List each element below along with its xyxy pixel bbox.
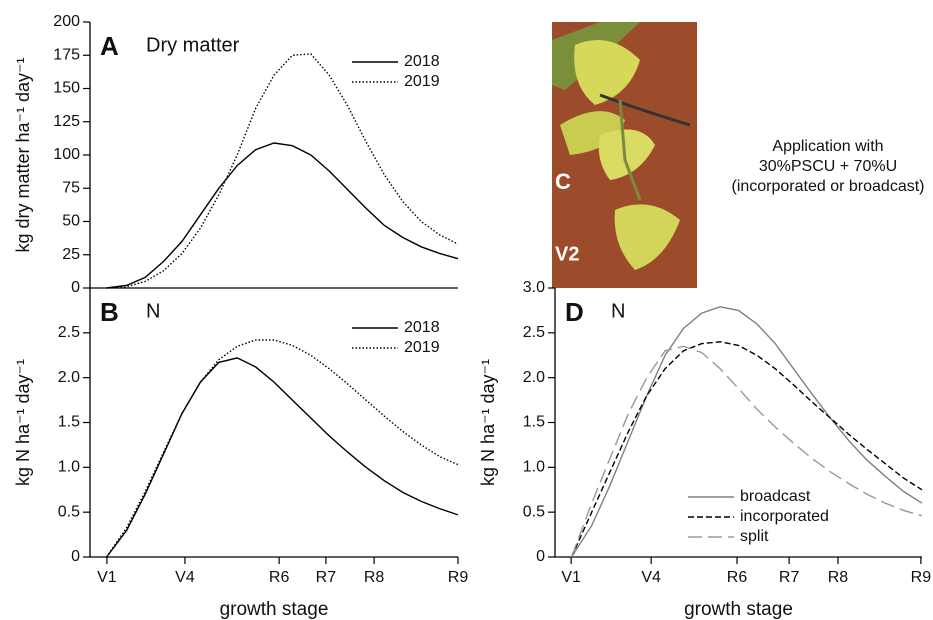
y-tick-label: 1.5: [58, 414, 80, 431]
panel-title: N: [611, 300, 625, 322]
y-tick-label: 3.0: [523, 279, 545, 296]
y-tick-label: 1.0: [523, 459, 545, 476]
panel-title: Dry matter: [146, 34, 240, 56]
x-tick-label: V1: [97, 569, 117, 586]
y-tick-label: 2.5: [523, 324, 545, 341]
series-line: [570, 306, 923, 558]
series-line: [106, 339, 459, 558]
y-tick-label: 100: [53, 146, 80, 163]
x-tick-label: V1: [561, 569, 581, 586]
y-axis-label: kg dry matter ha⁻¹ day⁻¹: [13, 57, 33, 252]
y-tick-label: 125: [53, 113, 80, 130]
photo-label: C: [555, 169, 571, 194]
y-tick-label: 175: [53, 46, 80, 63]
axis-line: [554, 288, 922, 558]
x-tick-label: R6: [269, 569, 290, 586]
x-tick-label: R9: [911, 569, 932, 586]
legend-label: 2019: [404, 73, 440, 90]
series-line: [106, 53, 459, 289]
panel-title: N: [146, 300, 160, 322]
y-tick-label: 2.0: [58, 369, 80, 386]
y-axis-label: kg N ha⁻¹ day⁻¹: [13, 359, 33, 486]
y-tick-label: 2.0: [523, 369, 545, 386]
x-tick-label: R6: [727, 569, 748, 586]
legend-label: 2019: [404, 339, 440, 356]
x-tick-label: R7: [316, 569, 337, 586]
photo: C V2: [552, 22, 697, 288]
y-axis-label: kg N ha⁻¹ day⁻¹: [478, 359, 498, 486]
legend-label: broadcast: [740, 488, 811, 505]
photo-stage: V2: [555, 243, 579, 265]
series-line: [570, 345, 923, 558]
y-tick-label: 75: [62, 179, 80, 196]
axis-line: [89, 288, 458, 558]
x-tick-label: V4: [175, 569, 195, 586]
legend-label: split: [740, 528, 769, 545]
x-axis-label: growth stage: [684, 599, 793, 620]
y-tick-label: 0.5: [58, 503, 80, 520]
y-tick-label: 50: [62, 213, 80, 230]
x-tick-label: V4: [641, 569, 661, 586]
panel-label: B: [100, 297, 119, 327]
caption-line: (incorporated or broadcast): [732, 178, 925, 195]
panel-label: D: [565, 297, 584, 327]
y-tick-label: 150: [53, 80, 80, 97]
y-tick-label: 0: [71, 548, 80, 565]
legend-label: 2018: [404, 319, 440, 336]
y-tick-label: 0: [71, 279, 80, 296]
y-tick-label: 1.5: [523, 414, 545, 431]
x-tick-label: R9: [448, 569, 469, 586]
y-tick-label: 2.5: [58, 324, 80, 341]
y-tick-label: 1.0: [58, 459, 80, 476]
x-axis-label: growth stage: [220, 599, 329, 620]
caption-line: Application with: [772, 138, 883, 155]
x-tick-label: R7: [779, 569, 800, 586]
series-line: [106, 142, 459, 289]
x-tick-label: R8: [828, 569, 849, 586]
axis-line: [89, 22, 458, 289]
legend-label: 2018: [404, 53, 440, 70]
y-tick-label: 25: [62, 246, 80, 263]
y-tick-label: 0: [536, 548, 545, 565]
x-tick-label: R8: [364, 569, 385, 586]
y-tick-label: 0.5: [523, 503, 545, 520]
legend-label: incorporated: [740, 508, 829, 525]
series-line: [106, 357, 459, 558]
caption-line: 30%PSCU + 70%U: [759, 158, 897, 175]
panel-label: A: [100, 31, 119, 61]
y-tick-label: 200: [53, 13, 80, 30]
series-line: [570, 341, 923, 558]
